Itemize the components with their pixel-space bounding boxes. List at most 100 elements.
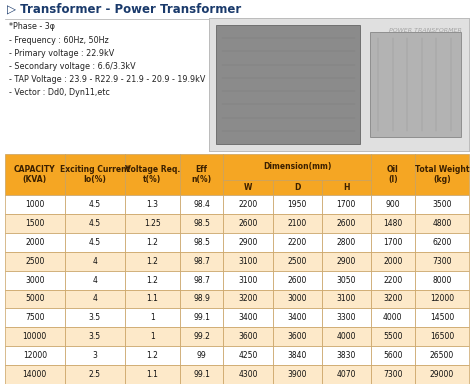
Bar: [5, 271, 65, 290]
Text: 6200: 6200: [432, 238, 452, 247]
Bar: [125, 154, 180, 195]
Bar: [223, 290, 273, 308]
Bar: [371, 290, 415, 308]
Bar: [415, 195, 469, 214]
Bar: [65, 308, 125, 327]
Text: 12000: 12000: [430, 295, 454, 303]
Bar: [125, 252, 180, 271]
Bar: [180, 327, 223, 346]
Text: 4: 4: [92, 257, 97, 266]
Text: 2900: 2900: [238, 238, 257, 247]
Text: 10000: 10000: [23, 332, 47, 341]
Bar: [415, 290, 469, 308]
Bar: [223, 214, 273, 233]
Text: 2500: 2500: [287, 257, 307, 266]
Text: 2500: 2500: [25, 257, 45, 266]
Text: 14000: 14000: [23, 370, 47, 379]
Text: 3400: 3400: [287, 313, 307, 323]
Bar: [5, 346, 65, 365]
Bar: [322, 195, 371, 214]
Text: 2800: 2800: [337, 238, 356, 247]
Bar: [322, 252, 371, 271]
Bar: [371, 214, 415, 233]
Bar: [5, 233, 65, 252]
Text: 4000: 4000: [383, 313, 402, 323]
Bar: [65, 365, 125, 384]
Bar: [180, 308, 223, 327]
Text: 2200: 2200: [238, 200, 257, 209]
Text: 16500: 16500: [430, 332, 454, 341]
Bar: [415, 154, 469, 195]
Bar: [371, 233, 415, 252]
Bar: [415, 308, 469, 327]
Bar: [65, 214, 125, 233]
Text: 2600: 2600: [287, 276, 307, 285]
Text: 4070: 4070: [337, 370, 356, 379]
Bar: [65, 195, 125, 214]
Bar: [273, 195, 322, 214]
Bar: [223, 154, 371, 180]
Text: 12000: 12000: [23, 351, 47, 360]
Bar: [180, 252, 223, 271]
Text: 3300: 3300: [337, 313, 356, 323]
Bar: [180, 233, 223, 252]
Bar: [273, 346, 322, 365]
Bar: [180, 214, 223, 233]
Text: 2600: 2600: [238, 219, 257, 228]
Text: 1.25: 1.25: [144, 219, 161, 228]
Bar: [322, 271, 371, 290]
Bar: [415, 365, 469, 384]
Bar: [322, 290, 371, 308]
Text: 1000: 1000: [25, 200, 45, 209]
Text: D: D: [294, 183, 301, 192]
Text: 2600: 2600: [337, 219, 356, 228]
Bar: [322, 214, 371, 233]
Text: 7500: 7500: [25, 313, 45, 323]
Text: 26500: 26500: [430, 351, 454, 360]
Bar: [371, 154, 415, 195]
Text: 4.5: 4.5: [89, 200, 101, 209]
Text: 2000: 2000: [25, 238, 45, 247]
Text: Dimension(mm): Dimension(mm): [263, 162, 331, 171]
Bar: [322, 346, 371, 365]
Text: 8000: 8000: [432, 276, 452, 285]
Bar: [322, 327, 371, 346]
Bar: [180, 195, 223, 214]
Text: 1.2: 1.2: [146, 238, 158, 247]
Text: Exciting Current
Io(%): Exciting Current Io(%): [60, 165, 130, 184]
Text: 4.5: 4.5: [89, 238, 101, 247]
Bar: [125, 327, 180, 346]
Bar: [371, 195, 415, 214]
Text: 1.2: 1.2: [146, 351, 158, 360]
Text: 3600: 3600: [238, 332, 258, 341]
Bar: [65, 346, 125, 365]
Bar: [180, 365, 223, 384]
Text: 2900: 2900: [337, 257, 356, 266]
Text: 29000: 29000: [430, 370, 454, 379]
Bar: [322, 233, 371, 252]
Text: 4250: 4250: [238, 351, 257, 360]
Bar: [371, 365, 415, 384]
Text: 3840: 3840: [287, 351, 307, 360]
Text: 98.7: 98.7: [193, 257, 210, 266]
Text: 98.7: 98.7: [193, 276, 210, 285]
Text: Total Weight
(kg): Total Weight (kg): [415, 165, 469, 184]
Text: Voltage Req.
t(%): Voltage Req. t(%): [125, 165, 180, 184]
Text: 4: 4: [92, 295, 97, 303]
Text: Eff
n(%): Eff n(%): [191, 165, 211, 184]
Bar: [125, 308, 180, 327]
Text: POWER TRANSFORMER: POWER TRANSFORMER: [389, 28, 461, 33]
Bar: [273, 365, 322, 384]
Bar: [125, 271, 180, 290]
Text: 1: 1: [150, 313, 155, 323]
Bar: [273, 271, 322, 290]
Bar: [180, 346, 223, 365]
Text: 1700: 1700: [337, 200, 356, 209]
Text: 3900: 3900: [287, 370, 307, 379]
Bar: [273, 233, 322, 252]
Bar: [371, 271, 415, 290]
Bar: [371, 346, 415, 365]
Bar: [216, 25, 360, 144]
Bar: [180, 290, 223, 308]
Bar: [371, 252, 415, 271]
